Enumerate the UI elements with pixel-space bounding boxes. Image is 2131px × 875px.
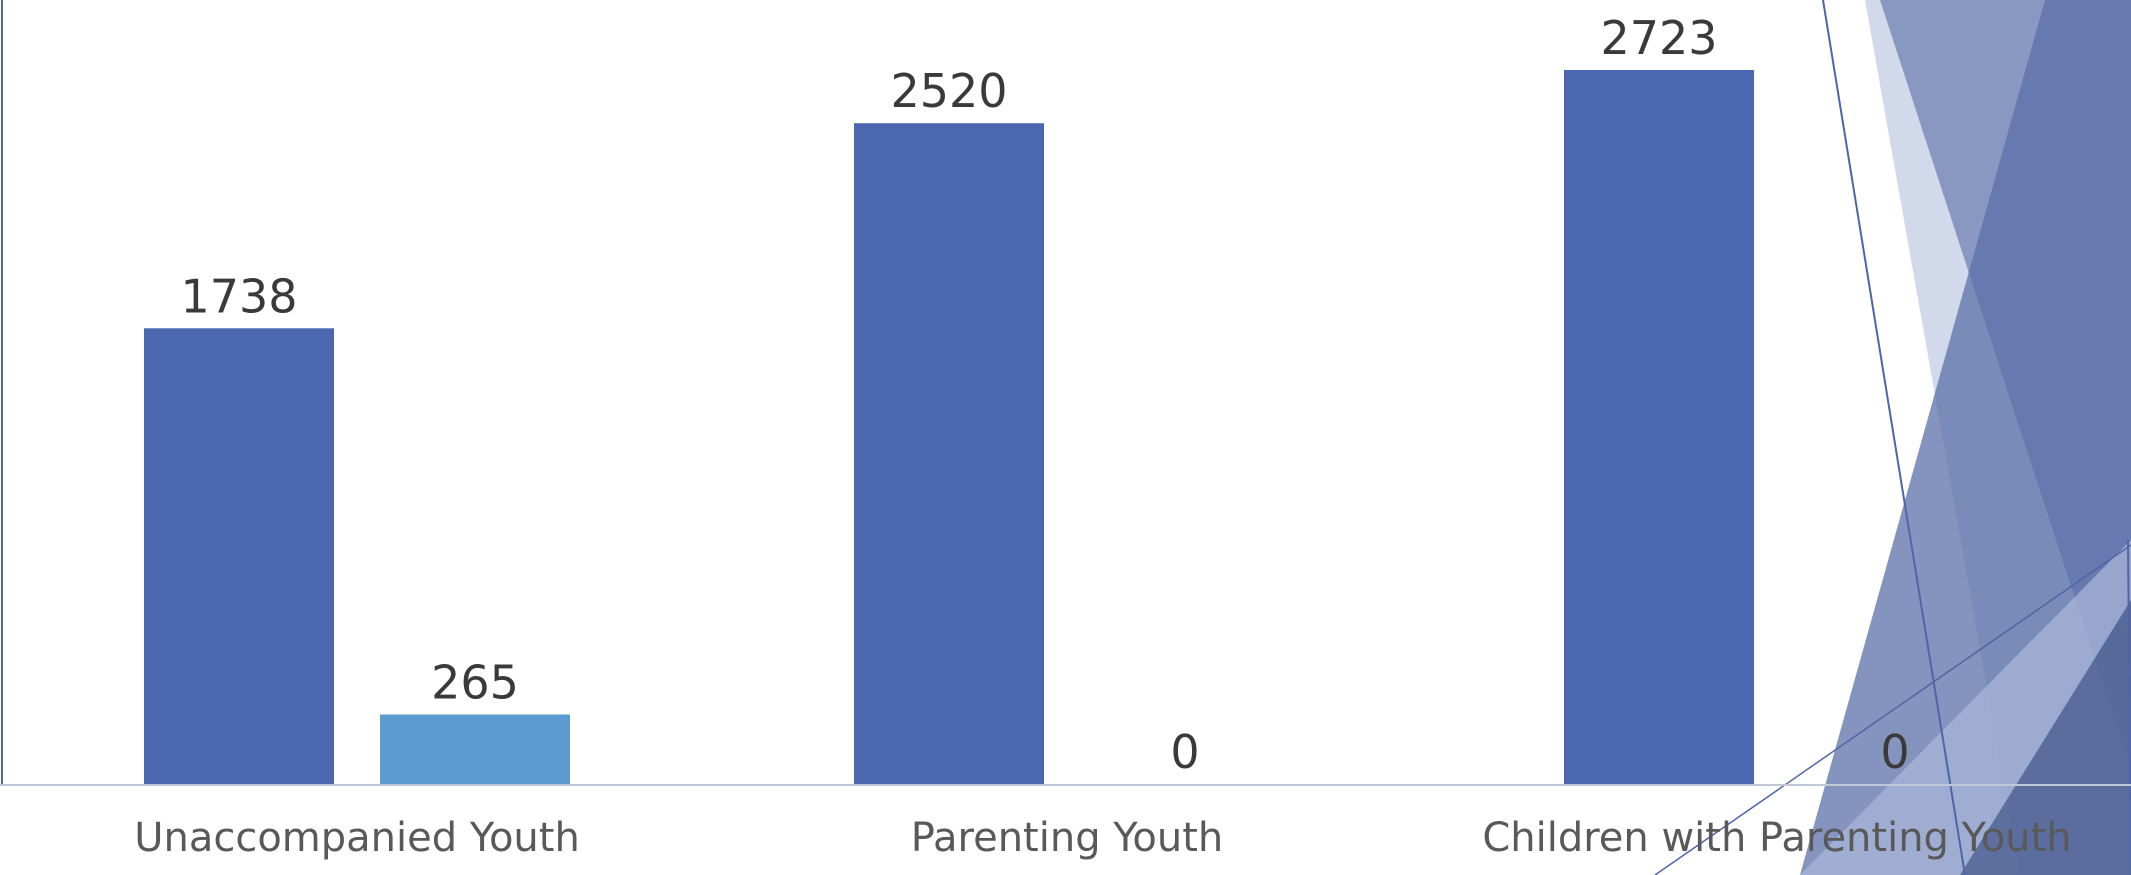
value-label-0-0: 1738 — [180, 269, 297, 323]
deco-line-steep — [1822, 0, 1966, 875]
value-label-1-0: 2520 — [890, 64, 1007, 118]
value-label-2-0: 2723 — [1600, 11, 1717, 65]
category-label-1: Parenting Youth — [911, 815, 1224, 861]
deco-line-diagonal — [1654, 544, 2131, 875]
bar-2-0 — [1564, 70, 1754, 784]
deco-triangle-lower-dark — [1960, 600, 2131, 875]
category-labels-group: Unaccompanied Youth Parenting Youth Childr… — [134, 815, 2071, 861]
bar-1-0 — [854, 123, 1044, 785]
bars-group — [144, 70, 1754, 785]
category-label-2: Children with Parenting Youth — [1482, 815, 2071, 861]
value-labels-group: 1738 265 2520 0 2723 0 — [180, 11, 1909, 779]
value-label-0-1: 265 — [431, 656, 519, 710]
category-label-0: Unaccompanied Youth — [134, 815, 580, 861]
value-label-2-1: 0 — [1880, 725, 1909, 779]
bar-0-0 — [144, 328, 334, 784]
bar-0-1 — [380, 714, 570, 784]
value-label-1-1: 0 — [1170, 725, 1199, 779]
